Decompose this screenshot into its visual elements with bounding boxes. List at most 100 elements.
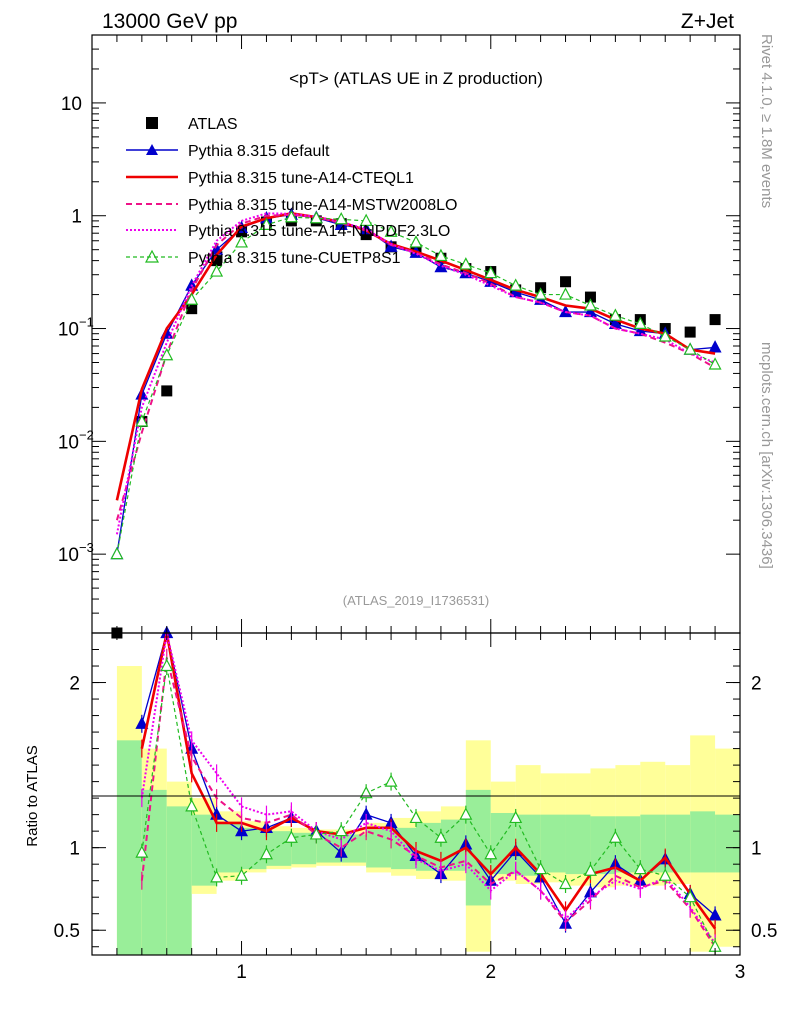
ratio-y-tick-label: 2 — [69, 674, 80, 695]
atlas-data-point — [360, 229, 372, 241]
ratio-series-marker — [633, 861, 647, 875]
ratio-series-marker — [534, 861, 548, 875]
ratio-y-tick-label-right: 1 — [751, 839, 762, 860]
ratio-series-marker — [583, 863, 597, 876]
main-series-marker — [559, 287, 573, 300]
ratio-series-marker — [135, 716, 149, 729]
main-series-marker — [633, 316, 647, 329]
legend-default-marker — [146, 144, 158, 155]
main-series-marker — [484, 265, 498, 279]
ratio-ylabel: Ratio to ATLAS — [24, 745, 41, 846]
main-series-marker — [309, 210, 323, 224]
legend-cteql1-label: Pythia 8.315 tune-A14-CTEQL1 — [188, 170, 414, 187]
main-series-marker — [185, 292, 199, 305]
stat-band-bin — [266, 831, 292, 866]
stat-band-bin — [191, 814, 217, 886]
main-series-marker — [583, 298, 597, 311]
stat-band-bin — [116, 740, 142, 955]
ratio-series-marker — [683, 889, 697, 903]
atlas-data-point — [684, 326, 696, 338]
stat-band-bin — [515, 814, 541, 876]
main-series-marker — [459, 257, 473, 270]
ratio-series-line — [140, 657, 716, 948]
stat-band-bin — [565, 814, 591, 875]
plot-title: <pT> (ATLAS UE in Z production) — [289, 69, 543, 88]
ratio-series-marker — [284, 830, 298, 843]
x-tick-label: 3 — [735, 962, 746, 983]
ratio-series-marker — [185, 799, 199, 812]
main-series-marker — [160, 347, 174, 361]
stat-band-bin — [166, 806, 192, 955]
atlas-data-point — [211, 255, 223, 267]
ratio-y-tick-label: 1 — [69, 839, 80, 860]
stat-band-bin — [540, 814, 566, 873]
ratio-y-tick-label-right: 2 — [751, 674, 762, 695]
stat-band-bin — [490, 812, 516, 875]
main-series-marker — [534, 287, 548, 300]
ratio-y-tick-label: 0.5 — [54, 921, 80, 942]
ratio-series-marker — [658, 868, 672, 881]
atlas-data-point — [161, 385, 173, 397]
atlas-data-point — [186, 303, 198, 315]
ratio-series-marker — [259, 846, 273, 860]
main-series-marker — [708, 340, 722, 353]
stat-band-bin — [416, 822, 441, 871]
main-series-marker — [284, 209, 298, 223]
y-tick-label-exponent: −1 — [79, 315, 94, 330]
ratio-series-marker — [509, 810, 523, 824]
stat-band-bin — [690, 811, 716, 873]
y-tick-label: 10 — [58, 432, 79, 453]
stat-band-bin — [141, 789, 167, 955]
ratio-series-line — [140, 632, 716, 945]
main-series-marker — [509, 278, 523, 291]
ratio-series-marker — [160, 658, 174, 672]
ratio-y-tick-label-right: 0.5 — [751, 921, 777, 942]
main-series-marker — [359, 213, 373, 226]
ratio-panel-series — [135, 625, 722, 955]
legend-cuetp-label: Pythia 8.315 tune-CUETP8S1 — [188, 250, 401, 267]
mcplots-label: mcplots.cern.ch [arXiv:1306.3436] — [758, 342, 775, 569]
ratio-series-marker — [484, 846, 498, 860]
ratio-series-marker — [608, 830, 622, 843]
legend-atlas-label: ATLAS — [188, 116, 238, 133]
y-tick-label: 1 — [71, 207, 82, 228]
legend-default-label: Pythia 8.315 default — [188, 143, 330, 160]
ratio-series-marker — [409, 810, 423, 824]
main-series-line — [116, 216, 716, 555]
ratio-series-marker — [210, 870, 224, 883]
atlas-data-point — [560, 276, 572, 288]
y-tick-label: 10 — [58, 545, 79, 566]
ratio-series-marker — [434, 830, 448, 843]
stat-band-bin — [615, 816, 641, 873]
ratio-series-marker — [459, 807, 473, 820]
y-tick-label: 10 — [61, 94, 82, 115]
main-series-line — [115, 212, 716, 535]
atlas-data-point — [584, 291, 596, 303]
ratio-series-marker — [359, 785, 373, 799]
ratio-series-marker — [235, 868, 249, 881]
legend-mstw-label: Pythia 8.315 tune-A14-MSTW2008LO — [188, 197, 457, 214]
legend-nnpdf-label: Pythia 8.315 tune-A14-NNPDF2.3LO — [188, 223, 450, 240]
main-series-marker — [110, 546, 124, 560]
legend-atlas-marker — [146, 117, 158, 129]
ratio-series-line — [140, 632, 717, 930]
process-label: Z+Jet — [681, 10, 734, 33]
main-series-marker — [608, 308, 622, 321]
main-series-marker — [708, 357, 722, 370]
main-series-marker — [259, 217, 273, 230]
rivet-version-label: Rivet 4.1.0, ≥ 1.8M events — [758, 34, 775, 208]
main-series-marker — [210, 264, 224, 277]
analysis-id: (ATLAS_2019_I1736531) — [343, 593, 489, 608]
atlas-data-point — [709, 314, 721, 326]
legend-cuetp-marker — [144, 249, 160, 263]
x-tick-label: 1 — [236, 962, 247, 983]
ratio-series-marker — [309, 827, 323, 840]
main-series-marker — [409, 235, 423, 248]
stat-band-bin — [216, 822, 242, 873]
energy-label: 13000 GeV pp — [102, 10, 237, 33]
y-tick-label: 10 — [58, 320, 79, 341]
y-tick-label-exponent: −2 — [79, 427, 94, 442]
main-panel-series — [110, 207, 722, 639]
ratio-uncertainty-bands — [116, 666, 740, 955]
